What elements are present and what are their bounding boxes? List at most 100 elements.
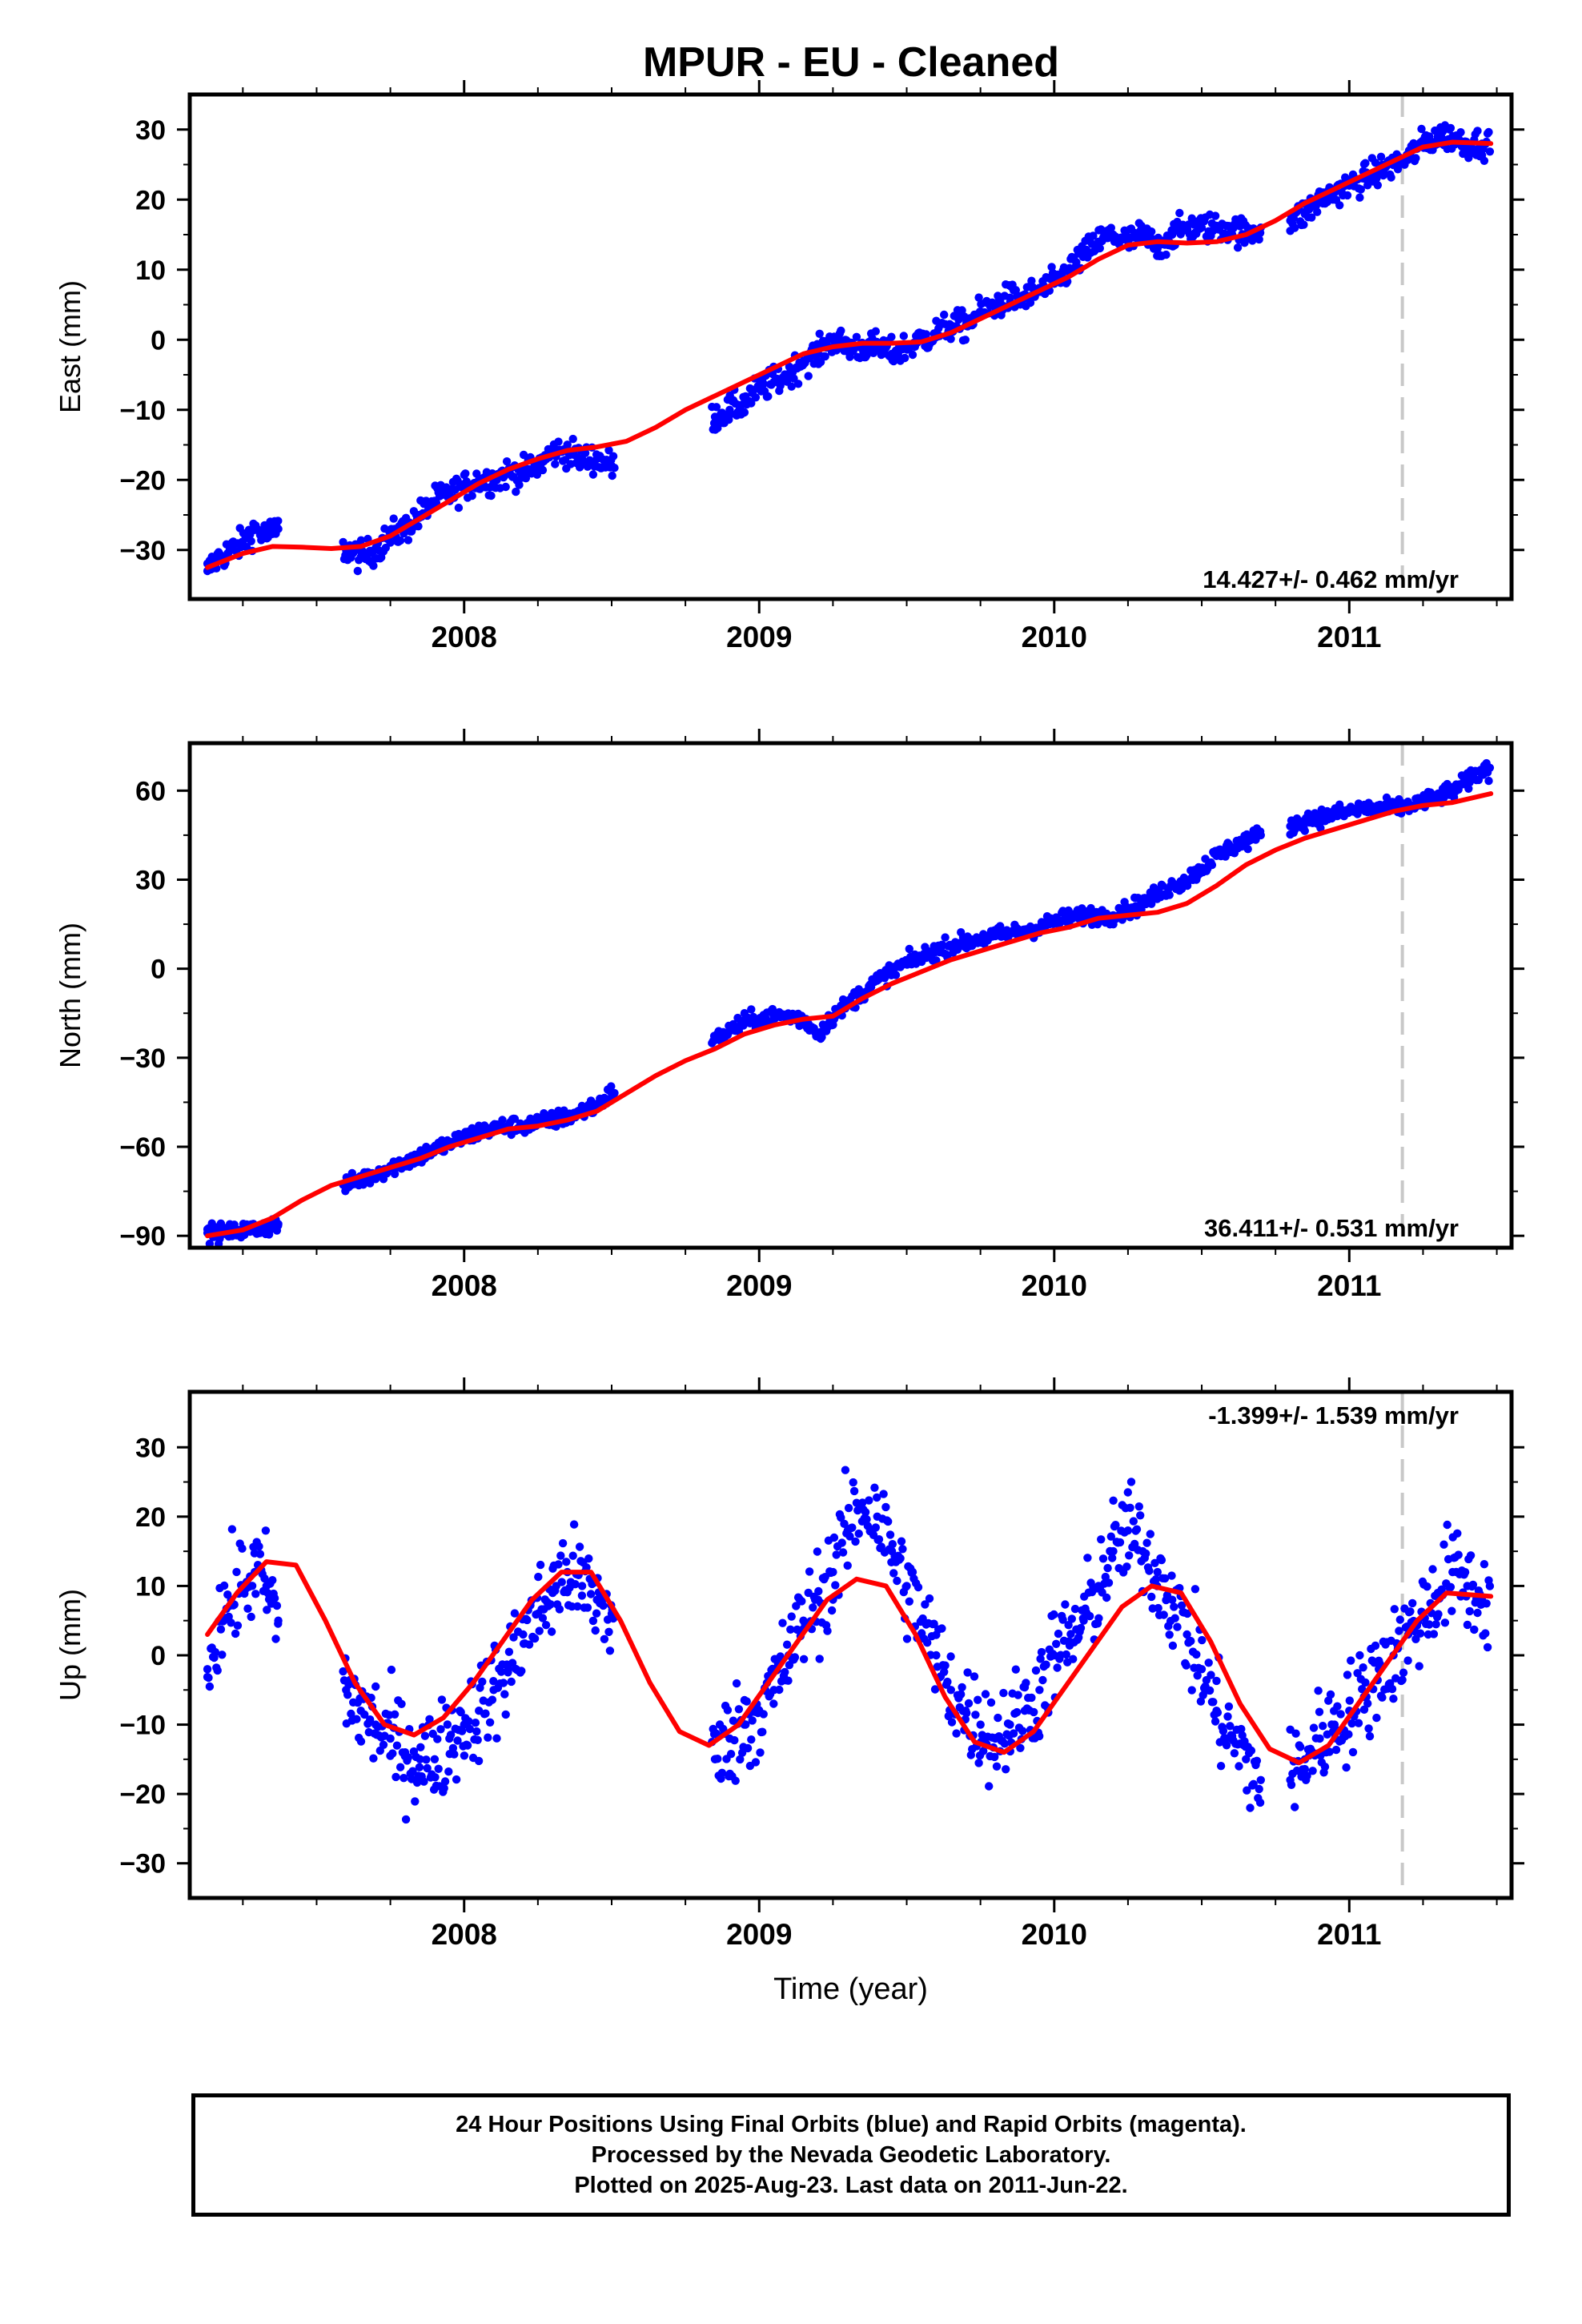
data-point — [255, 1550, 265, 1558]
data-point — [366, 1715, 375, 1724]
data-point — [1150, 1558, 1159, 1568]
data-point — [1146, 1530, 1155, 1538]
data-point — [1109, 1546, 1118, 1556]
data-point — [218, 1651, 227, 1659]
data-point — [736, 1755, 745, 1764]
data-point — [530, 1634, 540, 1643]
data-point — [562, 1558, 571, 1566]
data-point — [1286, 216, 1295, 225]
data-point — [536, 1560, 545, 1570]
data-point — [1031, 1666, 1041, 1675]
y-tick-label: 20 — [135, 185, 166, 215]
data-point — [1216, 1762, 1226, 1771]
data-point — [1415, 1629, 1425, 1638]
data-point — [1069, 1655, 1078, 1663]
data-point — [389, 514, 398, 523]
data-point — [797, 1597, 806, 1606]
data-point — [756, 1748, 765, 1757]
data-point — [1408, 1598, 1417, 1608]
data-point — [485, 1718, 495, 1727]
x-axis-label: Time (year) — [773, 1972, 928, 2006]
data-point — [1223, 1712, 1232, 1721]
data-point — [604, 446, 613, 455]
data-point — [203, 1665, 212, 1674]
data-point — [584, 1554, 593, 1563]
data-point — [1027, 1693, 1036, 1703]
data-point — [1406, 1607, 1415, 1616]
y-tick-label: −10 — [119, 1711, 166, 1741]
data-point — [1136, 1511, 1145, 1520]
data-point — [1316, 823, 1325, 833]
data-point — [1165, 891, 1174, 899]
data-point — [888, 1540, 897, 1549]
data-point — [1411, 154, 1420, 163]
data-point — [1439, 1540, 1448, 1549]
data-point — [607, 1082, 616, 1091]
data-point — [1464, 784, 1473, 793]
data-point — [577, 1591, 587, 1600]
data-point — [227, 1618, 235, 1627]
data-point — [517, 1667, 526, 1675]
data-point — [710, 412, 720, 421]
data-point — [1009, 1729, 1018, 1738]
data-point — [1354, 1719, 1363, 1727]
data-point — [813, 1595, 823, 1604]
data-point — [607, 461, 616, 470]
data-point — [1182, 1609, 1192, 1618]
data-point — [1129, 1517, 1138, 1526]
data-point — [873, 976, 881, 985]
data-point — [723, 1706, 733, 1715]
data-point — [1417, 124, 1426, 134]
data-point — [436, 1725, 445, 1734]
data-point — [274, 1220, 283, 1228]
data-point — [946, 321, 956, 330]
data-point — [1331, 1745, 1341, 1755]
data-point — [979, 1747, 988, 1755]
data-point — [1212, 1707, 1221, 1715]
data-point — [502, 457, 512, 466]
data-point — [456, 1707, 465, 1717]
data-point — [1473, 127, 1482, 135]
data-point — [473, 1735, 482, 1744]
data-point — [444, 1767, 453, 1776]
data-point — [519, 1630, 528, 1639]
data-point — [1186, 1637, 1195, 1646]
fit-curve — [205, 791, 1494, 1239]
data-point — [1300, 816, 1310, 825]
data-point — [1173, 1622, 1182, 1631]
y-axis-label: Up (mm) — [54, 1589, 86, 1701]
data-point — [422, 1755, 431, 1764]
data-point — [1375, 804, 1383, 813]
data-point — [452, 1775, 461, 1784]
data-point — [832, 1550, 841, 1559]
data-point — [1359, 1705, 1369, 1714]
data-point — [1177, 1601, 1186, 1610]
data-point — [1448, 132, 1457, 141]
data-point — [1227, 1734, 1236, 1743]
y-tick-label: −60 — [119, 1132, 166, 1163]
data-point — [747, 399, 756, 408]
data-point — [1355, 1651, 1364, 1660]
data-point — [881, 1502, 890, 1512]
data-point — [386, 538, 395, 547]
data-point — [468, 491, 476, 501]
data-point — [352, 1715, 361, 1723]
data-point — [239, 538, 247, 548]
data-point — [1064, 1621, 1073, 1630]
data-point — [501, 482, 510, 492]
data-point — [431, 1773, 440, 1782]
data-point — [829, 336, 837, 344]
data-point — [1042, 1660, 1050, 1669]
data-point — [946, 335, 955, 344]
data-point — [1219, 1727, 1228, 1735]
data-point — [262, 1582, 271, 1590]
data-point — [425, 1715, 434, 1723]
data-point — [250, 525, 259, 533]
data-point — [500, 1690, 509, 1699]
data-point — [923, 1638, 932, 1647]
data-point — [784, 1011, 793, 1021]
data-point — [781, 1667, 789, 1677]
data-point — [1192, 1650, 1201, 1659]
data-point — [970, 1672, 979, 1681]
data-point — [1111, 1521, 1120, 1530]
